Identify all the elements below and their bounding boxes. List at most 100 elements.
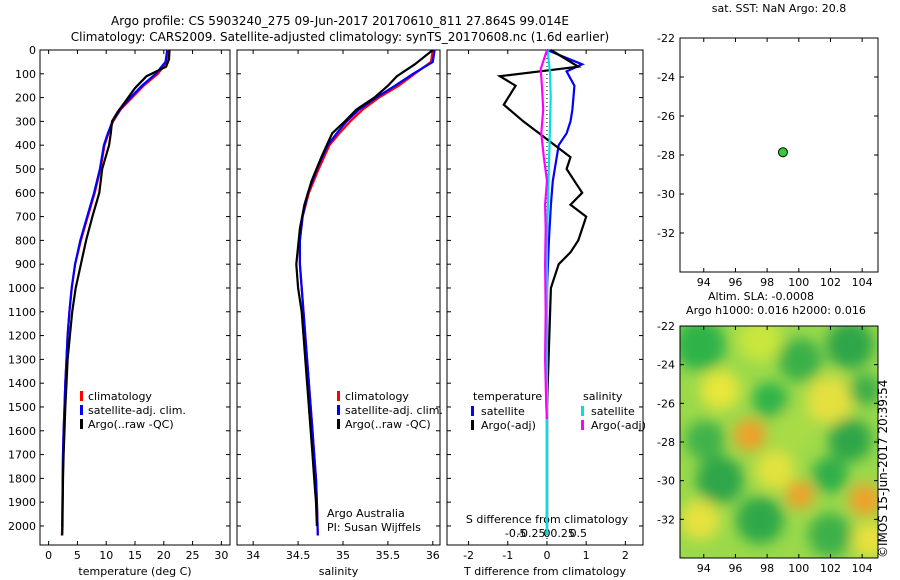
y-tick-label: -30 [657,475,675,488]
argo-location-marker [777,147,788,158]
y-tick-label: -28 [657,149,675,162]
y-tick-label: -24 [657,71,675,84]
y-tick-label: -26 [657,397,675,410]
y-tick-label: -32 [657,513,675,526]
s-tick-label: -0.25 [517,527,545,540]
series-line-argo-raw-qc- [295,49,434,527]
y-tick-label: 1600 [8,425,36,438]
y-tick-label: -24 [657,359,675,372]
legend-label: climatology [88,390,152,403]
heatmap-blob [778,338,822,382]
y-tick-label: 600 [15,187,36,200]
map-title: sat. SST: NaN Argo: 20.8 [712,2,846,15]
heatmap-blob [700,370,740,410]
heatmap-blob [734,419,766,451]
x-tick-label: 25 [186,549,200,562]
series-line-satellite [545,49,552,536]
heatmap-blob [828,418,872,462]
salinity-panel: 34 34.5 35 35.5 36 salinity climatologysatelli… [236,49,443,578]
legend-label: satellite-adj. clim. [345,404,443,417]
heatmap-blob [736,496,784,544]
y-tick-label: 400 [15,139,36,152]
legend-swatch [337,405,340,415]
temperature-panel: 0100200300400500600700800900100011001200… [8,44,231,578]
legend-label: climatology [345,390,409,403]
x-axis-label: temperature (deg C) [78,565,191,578]
y-tick-label: 100 [15,68,36,81]
legend-label: Argo(-adj) [481,419,536,432]
heatmap-blob [786,481,814,509]
y-tick-label: 1200 [8,330,36,343]
heatmap-blob [773,408,817,452]
legend-label: Argo(-adj) [591,419,646,432]
heatmap-blob [680,326,726,371]
legend-label: satellite [591,405,635,418]
legend-label: satellite-adj. clim. [88,404,186,417]
x-tick-label: 15 [128,549,142,562]
annotation-text: PI: Susan Wijffels [327,521,421,534]
y-tick-label: 1700 [8,449,36,462]
heatmap-blob [849,484,878,516]
legend-swatch [80,419,83,429]
legend-swatch [80,391,83,401]
x-tick-label: 96 [728,562,742,575]
y-tick-label: 200 [15,92,36,105]
series-line-satellite-adj-clim- [61,49,169,527]
legend-label: Argo(..raw -QC) [88,418,174,431]
x-tick-label: 35.5 [376,549,401,562]
x-tick-label: -2 [463,549,474,562]
x-tick-label: 98 [760,562,774,575]
x-tick-label: 104 [852,562,873,575]
y-tick-label: -26 [657,110,675,123]
y-tick-label: 800 [15,234,36,247]
y-tick-label: 300 [15,115,36,128]
sla_map-panel: 94 96 98 100 102 104 -22 -24 -26 -28 -30 -32 Altim. … [657,290,879,575]
legend-title: temperature [473,390,542,403]
x-tick-label: 10 [99,549,113,562]
y-tick-label: 1300 [8,353,36,366]
heatmap-blob [738,326,782,362]
x-tick-label: 30 [214,549,228,562]
x-tick-label: 34.5 [286,549,311,562]
heatmap-blob [808,513,852,557]
x-axis-label: salinity [319,565,359,578]
x-axis-label: T difference from climatology [463,565,626,578]
x-tick-label: 100 [788,276,809,289]
heatmap-blob [696,456,744,504]
y-tick-label: 500 [15,163,36,176]
x-tick-label: 1 [583,549,590,562]
x-tick-label: 98 [760,276,774,289]
x-tick-label: 5 [74,549,81,562]
x-tick-label: 104 [852,276,873,289]
heatmap-blob [849,374,878,406]
legend-swatch [471,406,474,416]
x-tick-label: 0 [45,549,52,562]
series-line-argo-adj- [539,49,549,419]
heatmap-blob [685,420,725,460]
title-line-1: Argo profile: CS 5903240_275 09-Jun-2017… [111,14,569,28]
heatmap-blob [812,457,848,493]
series-line-climatology [60,49,170,536]
sst_map-panel: 94 96 98 100 102 104 -22 -24 -26 -28 -30 -32 sat. SS… [657,2,879,289]
heatmap-field [680,326,878,558]
copyright-text: ©IMOS 15-Jun-2017 20:39:54 [876,379,890,558]
x-tick-label: 100 [788,562,809,575]
y-tick-label: 2000 [8,520,36,533]
heatmap-blob [680,500,720,540]
x-tick-label: 94 [697,276,711,289]
x-tick-label: 102 [820,276,841,289]
heatmap-blob [755,450,795,490]
series-line-satellite-adj-clim- [298,49,436,536]
heatmap-blob [806,376,854,424]
y-tick-label: -30 [657,188,675,201]
legend-swatch [337,391,340,401]
salinity-frame [236,49,441,546]
series-line-argo-adj- [496,49,588,526]
series-line-climatology [298,49,434,536]
x-tick-label: 102 [820,562,841,575]
y-tick-label: 1800 [8,472,36,485]
x-tick-label: -1 [502,549,513,562]
y-tick-label: 0 [29,44,36,57]
series-line-satellite [545,48,585,536]
